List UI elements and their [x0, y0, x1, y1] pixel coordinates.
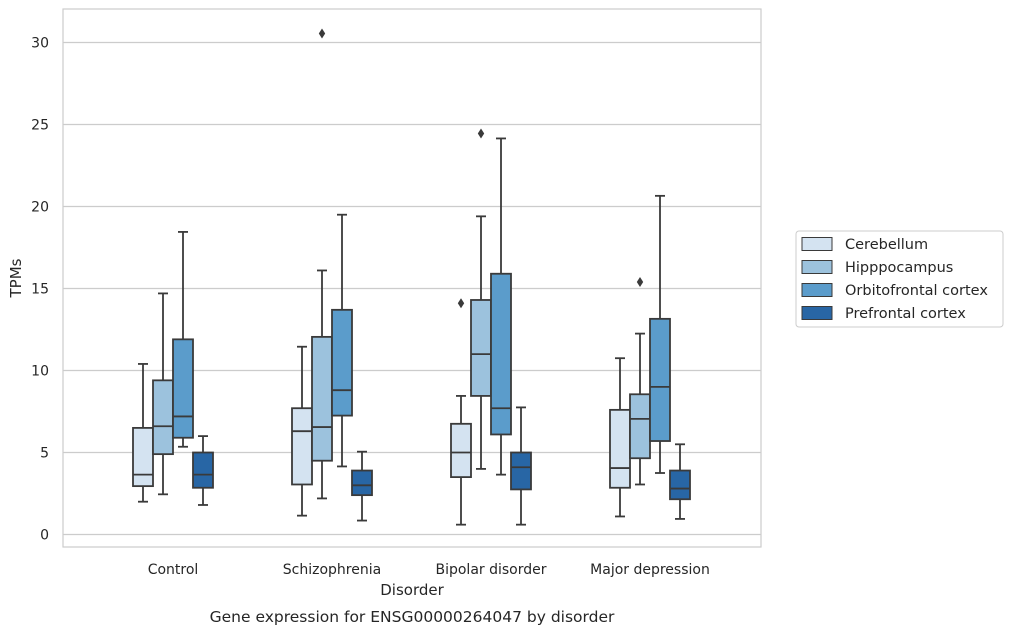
series-cerebellum [132, 298, 631, 526]
series-hipppocampus [152, 28, 651, 500]
x-tick-label: Major depression [590, 562, 710, 578]
box-body [649, 317, 671, 442]
box [470, 128, 492, 470]
y-axis-label: TPMs [7, 258, 25, 298]
box [311, 28, 333, 500]
box [172, 231, 194, 448]
box [649, 194, 671, 474]
y-tick-label: 0 [40, 528, 49, 544]
box-body [609, 408, 631, 489]
box [152, 292, 174, 496]
box-body [351, 469, 373, 497]
box [450, 298, 472, 526]
x-tick-label: Schizophrenia [283, 562, 381, 578]
legend-swatch [801, 283, 833, 297]
y-tick-label: 15 [31, 282, 49, 298]
box [331, 213, 353, 468]
box-body [450, 422, 472, 478]
outlier-point [318, 28, 326, 39]
box [629, 276, 651, 486]
box-body [152, 379, 174, 456]
legend-label: Cerebellum [845, 237, 928, 253]
box-series [132, 28, 691, 526]
box [192, 435, 214, 506]
box [669, 443, 691, 520]
y-tick-labels: 0 5 10 15 20 25 30 [31, 36, 49, 544]
legend-frame [795, 230, 1004, 328]
legend-label: Orbitofrontal cortex [845, 283, 988, 299]
plot-frame [62, 8, 762, 548]
legend-swatch [801, 260, 833, 274]
y-tick-label: 5 [40, 446, 49, 462]
box [490, 137, 512, 476]
y-tick-label: 20 [31, 200, 49, 216]
box-body [629, 393, 651, 460]
outlier-point [636, 276, 644, 287]
x-tick-labels: Control Schizophrenia Bipolar disorder Majo… [148, 562, 710, 578]
series-orbitofrontal-cortex [172, 137, 671, 476]
legend-swatch [801, 306, 833, 320]
box [291, 345, 313, 517]
box-body [132, 426, 154, 488]
box-body [311, 335, 333, 462]
legend: Cerebellum Hipppocampus Orbitofrontal cort… [795, 230, 1004, 328]
y-tick-label: 10 [31, 364, 49, 380]
box-body [490, 272, 512, 436]
outlier-point [477, 128, 485, 139]
box-body [291, 407, 313, 486]
box-body [510, 451, 532, 491]
chart-caption: Gene expression for ENSG00000264047 by d… [210, 608, 615, 626]
box-body [669, 469, 691, 501]
box-body [331, 308, 353, 417]
gridlines [63, 41, 761, 536]
legend-label: Hipppocampus [845, 260, 953, 276]
x-tick-label: Bipolar disorder [435, 562, 546, 578]
legend-label: Prefrontal cortex [845, 306, 966, 322]
box [510, 406, 532, 526]
legend-swatch [801, 237, 833, 251]
box [609, 357, 631, 518]
y-tick-label: 30 [31, 36, 49, 52]
x-axis-label: Disorder [380, 581, 444, 599]
box-body [172, 338, 194, 439]
outlier-point [457, 298, 465, 309]
x-tick-label: Control [148, 562, 199, 578]
box [132, 363, 154, 503]
box-body [470, 299, 492, 397]
series-prefrontal-cortex [192, 406, 691, 526]
box-body [192, 451, 214, 489]
y-tick-label: 25 [31, 118, 49, 134]
box [351, 450, 373, 522]
